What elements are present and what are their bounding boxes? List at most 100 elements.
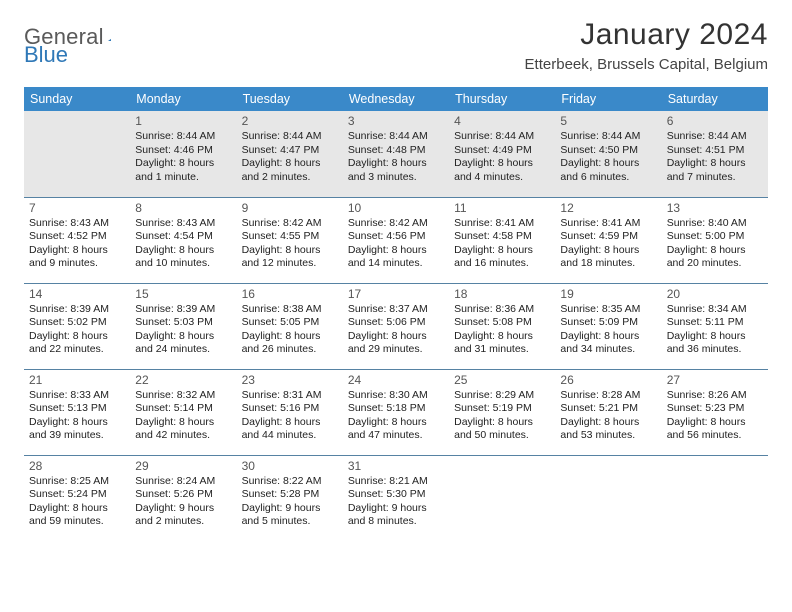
- daylight-line: Daylight: 8 hours and 6 minutes.: [560, 157, 656, 184]
- sunrise-line: Sunrise: 8:25 AM: [29, 475, 125, 488]
- day-number: 1: [135, 114, 231, 129]
- day-number: 30: [242, 459, 338, 474]
- calendar-day: 27Sunrise: 8:26 AMSunset: 5:23 PMDayligh…: [662, 369, 768, 455]
- calendar-day: 31Sunrise: 8:21 AMSunset: 5:30 PMDayligh…: [343, 455, 449, 541]
- daylight-line: Daylight: 8 hours and 7 minutes.: [667, 157, 763, 184]
- day-number: 15: [135, 287, 231, 302]
- day-number: 28: [29, 459, 125, 474]
- triangle-icon: [108, 28, 112, 46]
- day-number: 24: [348, 373, 444, 388]
- calendar-day: 13Sunrise: 8:40 AMSunset: 5:00 PMDayligh…: [662, 197, 768, 283]
- day-number: 31: [348, 459, 444, 474]
- sunset-line: Sunset: 5:11 PM: [667, 316, 763, 329]
- sunrise-line: Sunrise: 8:30 AM: [348, 389, 444, 402]
- daylight-line: Daylight: 8 hours and 42 minutes.: [135, 416, 231, 443]
- sunset-line: Sunset: 4:49 PM: [454, 144, 550, 157]
- day-header: Thursday: [449, 87, 555, 111]
- calendar-day: 12Sunrise: 8:41 AMSunset: 4:59 PMDayligh…: [555, 197, 661, 283]
- sunset-line: Sunset: 5:18 PM: [348, 402, 444, 415]
- calendar-day: 9Sunrise: 8:42 AMSunset: 4:55 PMDaylight…: [237, 197, 343, 283]
- calendar-day: 17Sunrise: 8:37 AMSunset: 5:06 PMDayligh…: [343, 283, 449, 369]
- day-number: 5: [560, 114, 656, 129]
- sunset-line: Sunset: 4:50 PM: [560, 144, 656, 157]
- daylight-line: Daylight: 8 hours and 24 minutes.: [135, 330, 231, 357]
- day-number: 21: [29, 373, 125, 388]
- sunrise-line: Sunrise: 8:43 AM: [135, 217, 231, 230]
- sunset-line: Sunset: 5:14 PM: [135, 402, 231, 415]
- sunset-line: Sunset: 5:05 PM: [242, 316, 338, 329]
- calendar-day: 22Sunrise: 8:32 AMSunset: 5:14 PMDayligh…: [130, 369, 236, 455]
- calendar-day: 5Sunrise: 8:44 AMSunset: 4:50 PMDaylight…: [555, 111, 661, 197]
- header-row: General January 2024 Etterbeek, Brussels…: [24, 18, 768, 73]
- day-header: Friday: [555, 87, 661, 111]
- calendar-day: 20Sunrise: 8:34 AMSunset: 5:11 PMDayligh…: [662, 283, 768, 369]
- calendar-day: 24Sunrise: 8:30 AMSunset: 5:18 PMDayligh…: [343, 369, 449, 455]
- sunrise-line: Sunrise: 8:44 AM: [667, 130, 763, 143]
- calendar-week: 28Sunrise: 8:25 AMSunset: 5:24 PMDayligh…: [24, 455, 768, 541]
- sunset-line: Sunset: 4:58 PM: [454, 230, 550, 243]
- calendar-day: 28Sunrise: 8:25 AMSunset: 5:24 PMDayligh…: [24, 455, 130, 541]
- sunrise-line: Sunrise: 8:37 AM: [348, 303, 444, 316]
- sunrise-line: Sunrise: 8:21 AM: [348, 475, 444, 488]
- sunset-line: Sunset: 5:26 PM: [135, 488, 231, 501]
- day-number: 20: [667, 287, 763, 302]
- daylight-line: Daylight: 8 hours and 47 minutes.: [348, 416, 444, 443]
- daylight-line: Daylight: 8 hours and 53 minutes.: [560, 416, 656, 443]
- sunset-line: Sunset: 5:13 PM: [29, 402, 125, 415]
- sunset-line: Sunset: 4:59 PM: [560, 230, 656, 243]
- daylight-line: Daylight: 8 hours and 39 minutes.: [29, 416, 125, 443]
- day-number: 17: [348, 287, 444, 302]
- daylight-line: Daylight: 9 hours and 2 minutes.: [135, 502, 231, 529]
- daylight-line: Daylight: 9 hours and 5 minutes.: [242, 502, 338, 529]
- calendar-week: 7Sunrise: 8:43 AMSunset: 4:52 PMDaylight…: [24, 197, 768, 283]
- daylight-line: Daylight: 8 hours and 12 minutes.: [242, 244, 338, 271]
- day-number: 16: [242, 287, 338, 302]
- sunset-line: Sunset: 5:28 PM: [242, 488, 338, 501]
- title-block: January 2024 Etterbeek, Brussels Capital…: [525, 18, 768, 73]
- day-number: 9: [242, 201, 338, 216]
- sunset-line: Sunset: 4:55 PM: [242, 230, 338, 243]
- calendar-day: 6Sunrise: 8:44 AMSunset: 4:51 PMDaylight…: [662, 111, 768, 197]
- sunrise-line: Sunrise: 8:44 AM: [135, 130, 231, 143]
- day-number: 8: [135, 201, 231, 216]
- calendar-day: 4Sunrise: 8:44 AMSunset: 4:49 PMDaylight…: [449, 111, 555, 197]
- daylight-line: Daylight: 8 hours and 31 minutes.: [454, 330, 550, 357]
- brand-word-2: Blue: [24, 42, 68, 68]
- daylight-line: Daylight: 8 hours and 10 minutes.: [135, 244, 231, 271]
- calendar-week: 14Sunrise: 8:39 AMSunset: 5:02 PMDayligh…: [24, 283, 768, 369]
- sunrise-line: Sunrise: 8:24 AM: [135, 475, 231, 488]
- calendar-day: 25Sunrise: 8:29 AMSunset: 5:19 PMDayligh…: [449, 369, 555, 455]
- calendar-week: 1Sunrise: 8:44 AMSunset: 4:46 PMDaylight…: [24, 111, 768, 197]
- calendar-day: 30Sunrise: 8:22 AMSunset: 5:28 PMDayligh…: [237, 455, 343, 541]
- sunset-line: Sunset: 5:23 PM: [667, 402, 763, 415]
- sunrise-line: Sunrise: 8:39 AM: [135, 303, 231, 316]
- calendar-day: 14Sunrise: 8:39 AMSunset: 5:02 PMDayligh…: [24, 283, 130, 369]
- sunrise-line: Sunrise: 8:32 AM: [135, 389, 231, 402]
- sunset-line: Sunset: 5:16 PM: [242, 402, 338, 415]
- sunset-line: Sunset: 4:51 PM: [667, 144, 763, 157]
- sunset-line: Sunset: 5:00 PM: [667, 230, 763, 243]
- sunrise-line: Sunrise: 8:43 AM: [29, 217, 125, 230]
- sunset-line: Sunset: 4:48 PM: [348, 144, 444, 157]
- month-title: January 2024: [525, 18, 768, 52]
- day-header: Sunday: [24, 87, 130, 111]
- calendar-body: 1Sunrise: 8:44 AMSunset: 4:46 PMDaylight…: [24, 111, 768, 541]
- sunset-line: Sunset: 4:52 PM: [29, 230, 125, 243]
- calendar-day: 23Sunrise: 8:31 AMSunset: 5:16 PMDayligh…: [237, 369, 343, 455]
- daylight-line: Daylight: 8 hours and 4 minutes.: [454, 157, 550, 184]
- day-number: 3: [348, 114, 444, 129]
- daylight-line: Daylight: 9 hours and 8 minutes.: [348, 502, 444, 529]
- sunset-line: Sunset: 4:46 PM: [135, 144, 231, 157]
- calendar-day: 19Sunrise: 8:35 AMSunset: 5:09 PMDayligh…: [555, 283, 661, 369]
- calendar-day: 10Sunrise: 8:42 AMSunset: 4:56 PMDayligh…: [343, 197, 449, 283]
- daylight-line: Daylight: 8 hours and 22 minutes.: [29, 330, 125, 357]
- calendar-day: 18Sunrise: 8:36 AMSunset: 5:08 PMDayligh…: [449, 283, 555, 369]
- day-number: 2: [242, 114, 338, 129]
- calendar-day: 21Sunrise: 8:33 AMSunset: 5:13 PMDayligh…: [24, 369, 130, 455]
- daylight-line: Daylight: 8 hours and 36 minutes.: [667, 330, 763, 357]
- sunrise-line: Sunrise: 8:40 AM: [667, 217, 763, 230]
- sunrise-line: Sunrise: 8:44 AM: [454, 130, 550, 143]
- calendar-empty: [662, 455, 768, 541]
- calendar-page: General January 2024 Etterbeek, Brussels…: [0, 0, 792, 612]
- day-number: 12: [560, 201, 656, 216]
